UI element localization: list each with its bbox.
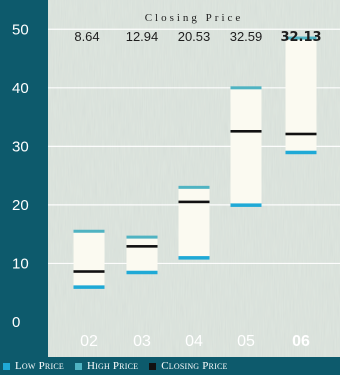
legend-item-close: Closing Price [149, 360, 227, 372]
closing-price-mark [178, 200, 210, 204]
high-price-mark [73, 229, 105, 233]
closing-price-mark [126, 245, 158, 248]
y-tick-label: 10 [12, 255, 29, 272]
y-tick-label: 20 [12, 197, 29, 214]
y-tick-label: 40 [12, 80, 29, 97]
high-price-mark [178, 185, 210, 189]
legend-low-label: Low Price [15, 360, 64, 372]
closing-price-mark [73, 270, 105, 273]
closing-price-header: Closing Price [145, 12, 244, 24]
x-tick-label: 04 [185, 333, 203, 350]
x-tick-label: 03 [133, 333, 151, 350]
price-range-bar [178, 187, 210, 258]
x-tick-label: 02 [80, 333, 98, 350]
low-price-mark [178, 256, 210, 260]
y-tick-label: 50 [12, 21, 29, 38]
legend-low-swatch [3, 362, 10, 370]
closing-price-label: 12.94 [126, 29, 159, 44]
legend-high-label: High Price [86, 360, 139, 372]
x-tick-label: 06 [292, 333, 310, 350]
low-price-mark [73, 285, 105, 289]
low-price-mark [126, 270, 158, 275]
y-tick-label: 30 [12, 138, 29, 155]
y-tick-label: 0 [12, 314, 20, 331]
closing-price-mark [230, 130, 262, 133]
legend-close-label: Closing Price [161, 360, 228, 372]
low-price-mark [285, 150, 317, 155]
high-price-mark [285, 36, 317, 40]
price-range-chart: Closing Price 8.64 12.94 20.53 32.59 32.13 0… [12, 0, 340, 357]
high-price-mark [230, 86, 262, 90]
closing-price-label: 32.59 [230, 29, 263, 44]
price-range-bar [126, 237, 158, 273]
closing-price-label: 8.64 [74, 29, 99, 44]
legend-item-high: High Price [74, 360, 139, 372]
chart-legend: Low Price High Price Closing Price [0, 357, 340, 375]
legend-close-swatch [149, 362, 157, 370]
x-tick-label: 05 [237, 333, 255, 350]
closing-price-label: 20.53 [178, 29, 211, 44]
high-price-mark [126, 235, 158, 239]
closing-price-label: 32.13 [280, 30, 321, 45]
closing-price-mark [285, 132, 317, 136]
legend-item-low: Low Price [3, 360, 64, 372]
price-range-bar [230, 87, 262, 205]
legend-high-swatch [74, 362, 82, 370]
price-range-bar [73, 231, 105, 287]
low-price-mark [230, 203, 262, 207]
